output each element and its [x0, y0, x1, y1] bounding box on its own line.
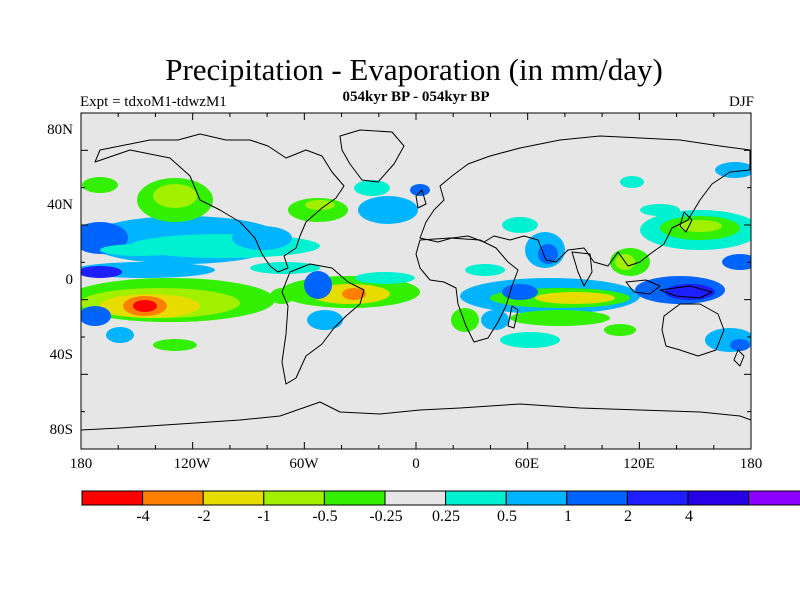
colorbar-label: 0.25	[432, 508, 460, 525]
colorbar-label: -1	[257, 508, 271, 525]
colorbar-swatch	[202, 490, 265, 506]
season-label: DJF	[728, 94, 754, 110]
colorbar-swatch	[81, 490, 144, 506]
colorbar-label: 0.5	[497, 508, 517, 525]
colorbar-swatch	[566, 490, 628, 506]
colorbar-swatch	[687, 490, 750, 506]
colorbar-label: 1	[564, 508, 572, 525]
lon-label-120w: 120W	[173, 456, 211, 472]
map-subtitle: 054kyr BP - 054kyr BP	[342, 89, 490, 105]
colorbar-label: -0.5	[312, 508, 338, 525]
colorbar-label: 2	[624, 508, 632, 525]
lon-label-60e: 60E	[514, 456, 540, 472]
lat-label-80s: 80S	[49, 422, 73, 438]
lat-label-40s: 40S	[49, 347, 73, 363]
colorbar-label: -2	[197, 508, 211, 525]
colorbar-swatch	[445, 490, 507, 506]
lat-label-equator: 0	[65, 272, 74, 288]
colorbar-label: -0.25	[369, 508, 403, 525]
axis-ticks	[80, 112, 752, 450]
shaded-field-layer	[81, 162, 751, 352]
map-title: Precipitation - Evaporation (in mm/day)	[165, 52, 663, 87]
colorbar-swatch	[263, 490, 325, 506]
colorbar-swatch	[748, 490, 800, 506]
colorbar-label: 4	[685, 508, 693, 525]
lon-label-180w: 180	[69, 456, 93, 472]
colorbar-swatch	[142, 490, 204, 506]
experiment-label: Expt = tdxoM1-tdwzM1	[80, 94, 227, 110]
colorbar	[81, 490, 800, 506]
lat-label-80n: 80N	[47, 122, 73, 138]
colorbar-swatch	[505, 490, 568, 506]
coastline-layer	[81, 129, 751, 431]
colorbar-swatch	[323, 490, 386, 506]
lon-label-120e: 120E	[623, 456, 655, 472]
lon-label-0: 0	[412, 456, 420, 472]
lon-label-60w: 60W	[289, 456, 319, 472]
colorbar-label: -4	[136, 508, 150, 525]
lon-label-180e: 180	[739, 456, 763, 472]
lat-label-40n: 40N	[47, 197, 73, 213]
colorbar-swatch	[626, 490, 689, 506]
colorbar-swatch	[384, 490, 447, 506]
